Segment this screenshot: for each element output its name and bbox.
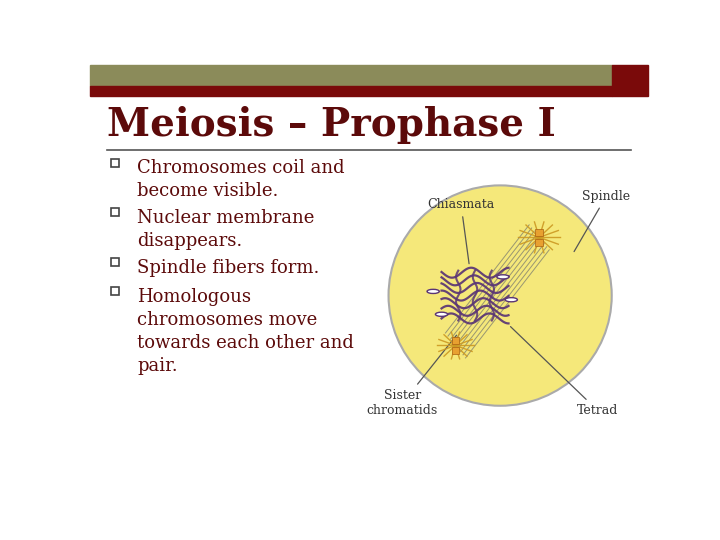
Ellipse shape bbox=[505, 298, 518, 302]
Bar bbox=[451, 337, 459, 344]
Ellipse shape bbox=[427, 289, 439, 294]
Text: Chiasmata: Chiasmata bbox=[428, 198, 495, 264]
Bar bbox=[90, 86, 612, 96]
Text: Nuclear membrane
disappears.: Nuclear membrane disappears. bbox=[138, 209, 315, 250]
Text: Tetrad: Tetrad bbox=[510, 327, 618, 417]
Ellipse shape bbox=[389, 185, 612, 406]
Bar bbox=[535, 239, 543, 246]
Text: Chromosomes coil and
become visible.: Chromosomes coil and become visible. bbox=[138, 159, 345, 200]
Bar bbox=[451, 347, 459, 354]
Text: Meiosis – Prophase I: Meiosis – Prophase I bbox=[107, 106, 556, 144]
Text: Spindle fibers form.: Spindle fibers form. bbox=[138, 259, 320, 277]
Text: Spindle: Spindle bbox=[574, 190, 630, 252]
Bar bbox=[90, 65, 612, 86]
Bar bbox=[535, 229, 543, 235]
Text: Sister
chromatids: Sister chromatids bbox=[367, 335, 456, 417]
Ellipse shape bbox=[497, 275, 509, 279]
Text: Homologous
chromosomes move
towards each other and
pair.: Homologous chromosomes move towards each… bbox=[138, 288, 354, 375]
Bar bbox=[612, 65, 648, 96]
Ellipse shape bbox=[436, 312, 448, 316]
